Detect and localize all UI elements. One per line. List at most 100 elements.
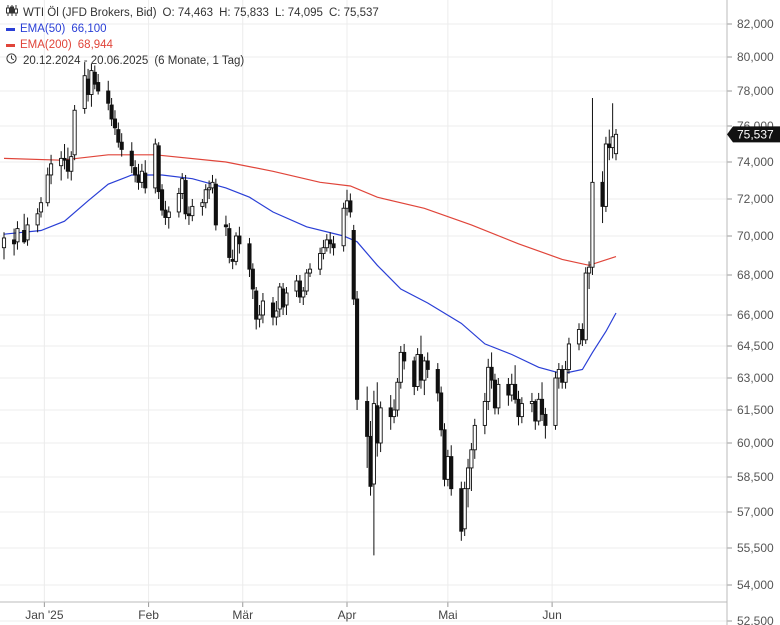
candle-body — [233, 235, 239, 262]
candle-body — [587, 266, 592, 274]
candle — [257, 305, 262, 328]
candle — [516, 390, 521, 426]
candle-body — [556, 369, 561, 379]
x-tick-label: Jan '25 — [25, 608, 64, 622]
candle-body — [200, 202, 205, 207]
candle — [492, 373, 497, 415]
last-price-label: 75,537 — [737, 127, 774, 141]
candle — [230, 249, 235, 270]
candle — [442, 423, 447, 487]
candle — [210, 174, 215, 194]
candle-body — [482, 401, 487, 426]
candle — [472, 418, 477, 459]
candle-body — [529, 401, 534, 405]
candle — [233, 232, 239, 266]
candle — [533, 399, 538, 430]
candle-body — [613, 133, 619, 155]
candle-body — [506, 383, 511, 396]
candle-body — [543, 413, 548, 426]
candle — [603, 136, 608, 212]
candle-body — [439, 392, 444, 431]
y-tick-label: 57,000 — [737, 505, 774, 519]
candle-body — [139, 170, 144, 183]
legend-ema200[interactable]: EMA(200) 68,944 — [6, 37, 379, 53]
x-axis: Jan '25 Feb Mär Apr Mai Jun — [0, 601, 727, 622]
candle-body — [513, 383, 518, 400]
candle-body — [190, 205, 195, 217]
candle-body — [49, 163, 54, 176]
candle-body — [509, 383, 514, 396]
candle — [38, 197, 44, 218]
period-range: 20.12.2024 - 20.06.2025 — [23, 55, 149, 67]
candle — [529, 392, 534, 413]
candle-body — [297, 280, 302, 298]
ema50-name: EMA(50) — [20, 23, 66, 35]
candle-body — [459, 488, 464, 532]
legend-title-row: WTI Öl (JFD Brokers, Bid) O: 74,463 H: 7… — [6, 5, 379, 21]
y-tick-label: 52,500 — [737, 614, 774, 625]
candle — [237, 226, 242, 254]
candle-body — [563, 369, 568, 383]
candle — [106, 80, 111, 111]
candle — [254, 287, 259, 330]
candle — [119, 133, 124, 157]
candle — [143, 160, 148, 194]
candle — [166, 206, 171, 229]
candles — [1, 62, 619, 556]
candle — [412, 356, 417, 396]
candle-body — [307, 268, 313, 274]
high-label: H: — [219, 7, 231, 19]
candle — [318, 247, 323, 275]
candle-body — [129, 150, 134, 167]
candle-body — [38, 202, 44, 213]
candle-body — [348, 200, 353, 213]
open-label: O: — [162, 7, 175, 19]
candle-body — [355, 298, 360, 400]
candle — [422, 356, 427, 396]
ema50-swatch — [6, 27, 15, 31]
candle-body — [607, 143, 612, 149]
candle — [365, 386, 370, 468]
close-label: C: — [328, 7, 341, 19]
candle — [543, 407, 548, 439]
candle — [368, 421, 373, 496]
y-tick-label: 70,000 — [737, 229, 774, 243]
y-tick-label: 55,500 — [737, 541, 774, 555]
candle-body — [331, 243, 336, 249]
candle — [1, 232, 7, 260]
candle-body — [281, 288, 286, 308]
candle — [321, 239, 326, 260]
clock-icon — [6, 53, 19, 69]
candle — [344, 189, 350, 216]
candle-body — [395, 381, 400, 411]
candle — [176, 187, 181, 218]
x-tick-label: Apr — [338, 608, 357, 622]
candle — [227, 223, 232, 264]
candle-body — [12, 239, 17, 245]
candle-body — [59, 157, 64, 167]
candle-body — [62, 157, 67, 161]
y-tick-label: 66,000 — [737, 308, 774, 322]
candle — [294, 275, 299, 297]
y-tick-label: 72,000 — [737, 192, 774, 206]
y-tick-label: 68,000 — [737, 268, 774, 282]
candle — [274, 301, 279, 326]
candle — [587, 261, 592, 289]
x-tick-label: Mai — [438, 608, 457, 622]
candle-body — [301, 290, 306, 298]
candle — [600, 171, 605, 224]
chart-title: WTI Öl (JFD Brokers, Bid) — [23, 7, 157, 19]
candle — [560, 365, 565, 389]
candle-body — [418, 354, 424, 381]
candle — [82, 62, 87, 114]
legend-ema50[interactable]: EMA(50) 66,100 — [6, 21, 379, 37]
y-tick-label: 58,500 — [737, 470, 774, 484]
candle-body — [365, 401, 370, 437]
candle — [65, 147, 70, 179]
candle-body — [136, 174, 141, 183]
last-price-marker: 75,537 — [727, 126, 780, 143]
candle — [153, 138, 158, 194]
candle — [45, 167, 50, 207]
candle — [462, 481, 467, 536]
